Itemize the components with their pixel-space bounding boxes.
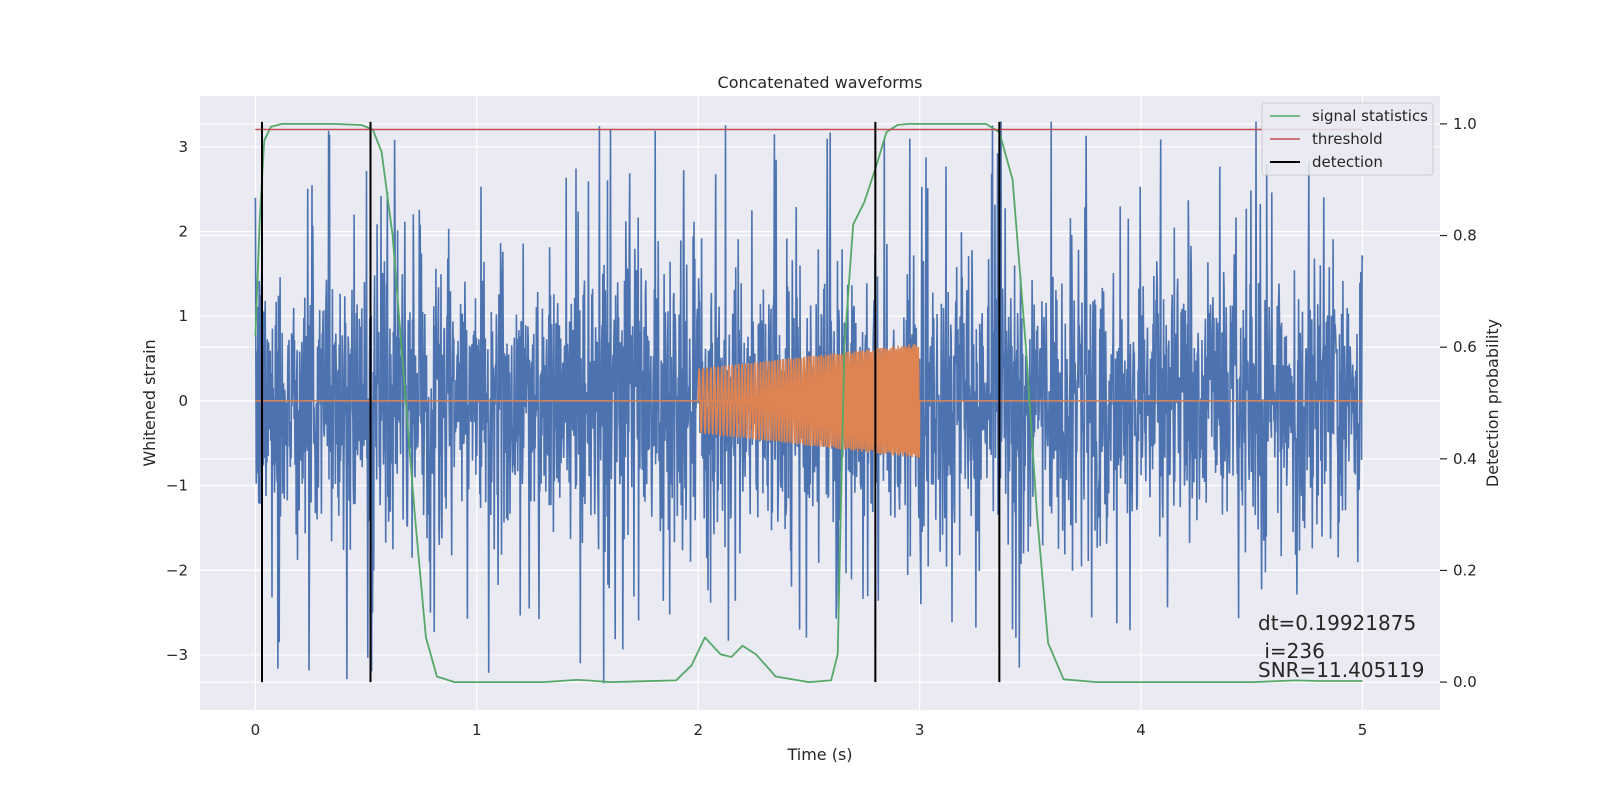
signal-statistics-line	[254, 123, 1363, 683]
whitened-strain-series	[254, 121, 1364, 684]
y-tick-label-0: −3	[166, 646, 188, 664]
y-tick-label-6: 3	[178, 138, 188, 156]
injected-chirp-series	[255, 343, 1363, 459]
y-tick-label-2: −1	[166, 477, 188, 495]
x-tick-label-3: 3	[915, 721, 925, 739]
y-axis-label: Whitened strain	[140, 339, 159, 466]
legend-label-signal-statistics: signal statistics	[1312, 107, 1428, 125]
y-tick-label-3: 0	[178, 392, 188, 410]
y-tick-label-1: −2	[166, 561, 188, 579]
x-tick-labels: 0 1 2 3 4 5	[251, 721, 1368, 739]
y-tick-label-4: 1	[178, 307, 188, 325]
y2-tick-label-5: 1.0	[1453, 115, 1477, 133]
legend-label-detection: detection	[1312, 153, 1383, 171]
x-tick-label-1: 1	[472, 721, 482, 739]
detection-lines	[261, 121, 1001, 683]
x-tick-label-4: 4	[1136, 721, 1146, 739]
y-tick-labels: −3 −2 −1 0 1 2 3	[166, 138, 188, 664]
y2-axis-label: Detection probability	[1483, 319, 1502, 487]
legend-box	[1261, 102, 1434, 176]
signal-statistics-series	[254, 123, 1363, 683]
strain-line	[254, 121, 1364, 684]
x-tick-label-0: 0	[251, 721, 261, 739]
annotation-dt: dt=0.19921875	[1258, 611, 1416, 635]
y2-tick-label-2: 0.4	[1453, 450, 1477, 468]
y2-tick-label-4: 0.8	[1453, 227, 1477, 245]
annotation-index: i=236	[1258, 639, 1325, 663]
chart-title: Concatenated waveforms	[718, 73, 923, 92]
y-tick-label-5: 2	[178, 223, 188, 241]
x-tick-label-2: 2	[693, 721, 703, 739]
x-tick-label-5: 5	[1358, 721, 1368, 739]
x-axis-label: Time (s)	[786, 745, 852, 764]
y2-tick-labels: 0.0 0.2 0.4 0.6 0.8 1.0	[1440, 115, 1477, 691]
y2-tick-label-1: 0.2	[1453, 561, 1477, 579]
annotation-snr: SNR=11.405119	[1258, 658, 1424, 682]
chirp-line	[697, 343, 921, 459]
y2-tick-label-3: 0.6	[1453, 338, 1477, 356]
legend-label-threshold: threshold	[1312, 130, 1383, 148]
y2-tick-label-0: 0.0	[1453, 673, 1477, 691]
annotation-block: dt=0.19921875 i=236 SNR=11.405119	[1258, 611, 1424, 682]
legend: signal statistics threshold detection	[1261, 102, 1434, 176]
